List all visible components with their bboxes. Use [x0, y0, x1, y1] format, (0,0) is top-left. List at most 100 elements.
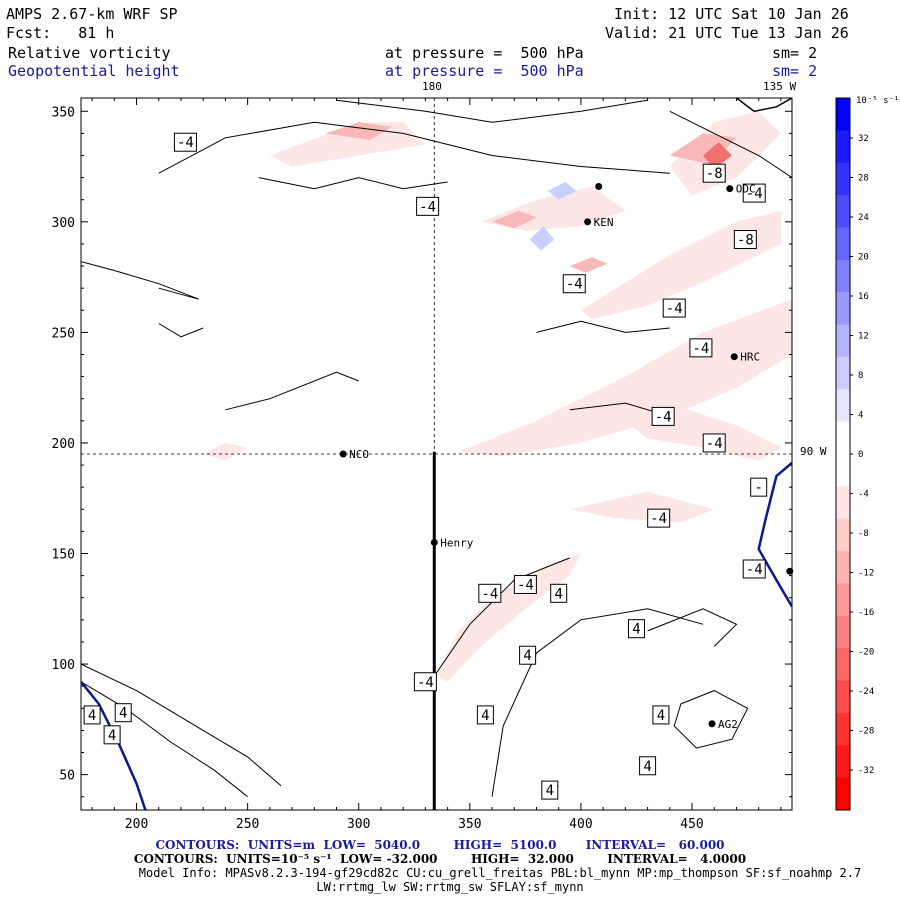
- x-tick-label: 300: [347, 817, 370, 832]
- contour-label-text: -: [754, 480, 762, 496]
- contour-label: -4: [742, 183, 766, 203]
- contour-label-text: -4: [666, 301, 683, 317]
- station-marker: KEN: [584, 216, 613, 229]
- vorticity-contours: [81, 99, 792, 798]
- field1-level: at pressure = 500 hPa: [385, 44, 584, 62]
- station-label: HRC: [740, 351, 760, 364]
- y-tick-label: 250: [52, 326, 75, 341]
- contour-label-text: 4: [632, 622, 640, 638]
- station-marker: [786, 567, 794, 575]
- contour-label-box: [114, 703, 132, 723]
- y-tick-label: 50: [59, 769, 75, 784]
- contour-label: -4: [416, 196, 440, 216]
- valid-time: Valid: 21 UTC Tue 13 Jan 26: [605, 24, 849, 42]
- contour-label: 4: [652, 705, 670, 725]
- colorbar-swatch: [836, 98, 850, 131]
- contour-label-box: [742, 183, 766, 203]
- colorbar-swatch: [836, 227, 850, 261]
- contour-label: 4: [639, 756, 657, 776]
- x-tick-label: 450: [680, 817, 703, 832]
- colorbar-swatch: [836, 421, 850, 455]
- contour-label-box: [562, 274, 586, 294]
- contour-label-box: [702, 433, 726, 453]
- colorbar-swatch: [836, 356, 850, 390]
- contour-label: 4: [541, 780, 559, 800]
- contour-label: -4: [647, 508, 671, 528]
- contour-label-box: [173, 132, 197, 152]
- footer-model-info: Model Info: MPASv8.2.3-194-gf29cd82c CU:…: [138, 866, 862, 880]
- colorbar-swatch: [836, 162, 850, 196]
- contour-label-box: [541, 780, 559, 800]
- vorticity-fill-region: [569, 257, 608, 273]
- station-label: AG2: [718, 718, 738, 731]
- contour-label-box: [662, 298, 686, 318]
- contour-label-text: 4: [554, 586, 562, 602]
- contour-label: 4: [103, 725, 121, 745]
- y-tick-label: 300: [52, 216, 75, 231]
- vorticity-fill-region: [736, 332, 786, 359]
- contour-label-box: [651, 406, 675, 426]
- vorticity-contour-line: [81, 681, 248, 798]
- field2-level: at pressure = 500 hPa: [385, 62, 584, 80]
- contour-label-text: -4: [650, 511, 667, 527]
- vorticity-fill-region: [492, 210, 537, 229]
- geopotential-line-top: [736, 98, 792, 113]
- field2-name: Geopotential height: [8, 62, 180, 80]
- reference-lines: [81, 98, 792, 810]
- station-dot: [730, 353, 738, 361]
- contour-label: -4: [478, 583, 502, 603]
- contour-label: -8: [733, 230, 757, 250]
- contour-label-text: -4: [706, 436, 723, 452]
- contour-label: -4: [702, 433, 726, 453]
- colorbar-swatch: [836, 518, 850, 552]
- vorticity-fill-region: [669, 133, 737, 165]
- contour-label-text: -4: [566, 277, 583, 293]
- contour-label-text: 4: [546, 783, 554, 799]
- station-marker: ODC: [726, 183, 756, 196]
- colorbar-tick-label: -32: [858, 766, 874, 776]
- colorbar-swatch: [836, 712, 850, 746]
- station-marker: Henry: [430, 536, 474, 549]
- contour-label-text: -4: [177, 135, 194, 151]
- contour-label-text: 4: [108, 728, 116, 744]
- colorbar-swatch: [836, 454, 850, 487]
- station-dot: [584, 218, 592, 226]
- station-marker: HRC: [730, 351, 760, 364]
- field2-smoothing: sm= 2: [772, 62, 818, 80]
- model-title: AMPS 2.67-km WRF SP: [6, 5, 178, 23]
- footer-model-info-2: LW:rrtmg_lw SW:rrtmg_sw SFLAY:sf_mynn: [316, 880, 584, 894]
- contour-label-text: -4: [517, 577, 534, 593]
- plot-frame: [80, 97, 793, 811]
- vorticity-contour-line: [491, 608, 704, 797]
- x-tick-label: 250: [236, 817, 259, 832]
- contour-label-text: 4: [643, 759, 651, 775]
- colorbar-swatch: [836, 745, 850, 779]
- colorbar-swatch: [836, 551, 850, 584]
- contour-label-text: 4: [481, 708, 489, 724]
- contour-label-box: [733, 230, 757, 250]
- contour-label: -4: [173, 132, 197, 152]
- contour-label-text: -4: [419, 199, 436, 215]
- colorbar-tick-label: -24: [858, 687, 874, 697]
- y-tick-label: 200: [52, 437, 75, 452]
- field1-smoothing: sm= 2: [772, 44, 818, 62]
- y-tick-label: 150: [52, 548, 75, 563]
- grid-labels: 180 135 W 90 W: [422, 80, 827, 458]
- lat-90w-label: 90 W: [800, 445, 827, 458]
- colorbar-tick-label: 28: [858, 174, 869, 184]
- axes: 200 250 300 350 400 450 50 100 150 200 250 300 350: [52, 98, 792, 832]
- station-label: KEN: [594, 216, 614, 229]
- contour-label-box: [513, 574, 537, 594]
- station-label: NCO: [349, 448, 369, 461]
- colorbar-tick-label: 8: [858, 371, 863, 381]
- x-tick-label: 200: [125, 817, 148, 832]
- contour-label-box: [416, 196, 440, 216]
- vorticity-contour-line: [81, 663, 282, 787]
- colorbar-tick-label: 4: [858, 411, 863, 421]
- station-dot: [430, 538, 438, 546]
- vorticity-fill-region: [529, 226, 555, 251]
- contour-label: 4: [627, 619, 645, 639]
- station-marker: AG2: [708, 718, 738, 731]
- colorbar-swatch: [836, 324, 850, 358]
- contour-label-text: -4: [746, 186, 763, 202]
